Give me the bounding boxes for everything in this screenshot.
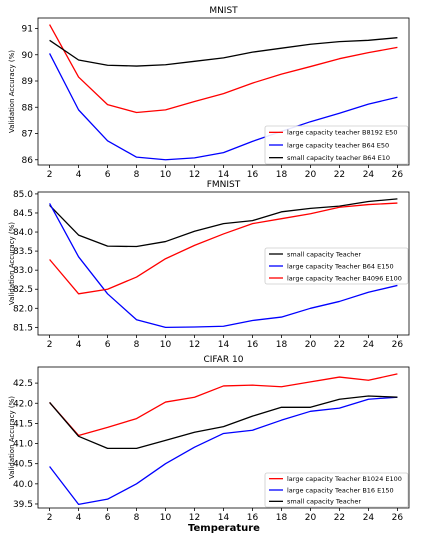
x-tick-label: 22 (334, 170, 345, 180)
series-line-0 (49, 373, 398, 437)
chart-title: FMNIST (207, 180, 241, 190)
x-tick-label: 2 (47, 340, 53, 350)
x-tick-label: 16 (247, 170, 259, 180)
x-tick-label: 14 (218, 170, 230, 180)
y-tick-label: 42.0 (13, 399, 33, 409)
series-line-0 (49, 24, 398, 114)
y-tick-label: 91 (22, 25, 33, 35)
y-tick-label: 39.5 (13, 500, 33, 510)
x-tick-label: 24 (363, 170, 375, 180)
x-tick-label: 6 (105, 513, 111, 523)
x-tick-label: 24 (363, 513, 375, 523)
x-tick-label: 18 (276, 513, 288, 523)
legend: large capacity Teacher B1024 E100 large c… (264, 472, 409, 508)
legend: small capacity Teacher large capacity Tea… (264, 247, 409, 285)
series-line-2 (49, 37, 398, 67)
y-tick-label: 88 (22, 103, 34, 113)
x-tick-label: 10 (160, 170, 172, 180)
x-tick-label: 6 (105, 340, 111, 350)
legend-label: large capacity Teacher B16 E150 (287, 486, 394, 494)
legend-label: small capacity teacher B64 E10 (287, 154, 390, 162)
x-tick-label: 14 (218, 340, 230, 350)
x-tick-label: 26 (392, 340, 404, 350)
legend-label: large capacity Teacher B64 E150 (287, 262, 394, 270)
y-tick-label: 41.0 (13, 440, 33, 450)
x-tick-label: 10 (160, 340, 172, 350)
series-line-2 (49, 395, 398, 450)
x-tick-label: 4 (76, 340, 82, 350)
y-tick-label: 85.0 (13, 190, 33, 200)
x-tick-label: 2 (47, 170, 53, 180)
series-line-1 (49, 396, 398, 506)
legend-box (264, 472, 409, 508)
legend-label: large capacity Teacher B1024 E100 (287, 475, 402, 483)
y-tick-label: 90 (22, 51, 34, 61)
legend-label: large capacity Teacher B4096 E100 (287, 274, 402, 282)
x-tick-label: 20 (305, 170, 317, 180)
x-tick-label: 16 (247, 340, 259, 350)
x-tick-label: 26 (392, 513, 404, 523)
legend-box (264, 125, 409, 165)
x-tick-label: 8 (134, 513, 140, 523)
series-line-0 (49, 198, 398, 248)
y-tick-label: 86 (22, 156, 34, 166)
x-tick-label: 12 (189, 340, 200, 350)
x-tick-label: 18 (276, 340, 288, 350)
y-tick-label: 82.5 (13, 285, 33, 295)
x-tick-label: 12 (189, 170, 200, 180)
x-tick-label: 22 (334, 513, 345, 523)
y-tick-label: 83.5 (13, 247, 33, 257)
x-tick-label: 8 (134, 340, 140, 350)
series-line-2 (49, 202, 398, 295)
y-tick-label: 84.5 (13, 209, 33, 219)
series-line-1 (49, 53, 398, 161)
x-axis-label: Temperature (188, 523, 260, 534)
y-tick-label: 42.5 (13, 379, 33, 389)
x-tick-label: 26 (392, 170, 404, 180)
y-tick-label: 81.5 (13, 323, 33, 333)
y-tick-label: 41.5 (13, 419, 33, 429)
x-tick-label: 18 (276, 170, 288, 180)
x-tick-label: 2 (47, 513, 53, 523)
y-axis-label: Validation Accuracy (%) (8, 50, 16, 133)
x-tick-label: 8 (134, 170, 140, 180)
x-tick-label: 12 (189, 513, 200, 523)
y-tick-label: 84.0 (13, 228, 33, 238)
x-tick-label: 24 (363, 340, 375, 350)
legend-box (264, 247, 409, 285)
legend-label: small capacity Teacher (287, 250, 361, 258)
y-axis-label: Validation Accuracy (%) (8, 222, 16, 305)
y-tick-label: 82.0 (13, 304, 33, 314)
chart-title: MNIST (209, 6, 238, 16)
x-tick-label: 20 (305, 340, 317, 350)
x-tick-label: 16 (247, 513, 259, 523)
x-tick-label: 10 (160, 513, 172, 523)
legend-label: small capacity Teacher (287, 498, 361, 506)
chart-title: CIFAR 10 (203, 355, 243, 365)
y-tick-label: 40.0 (13, 480, 33, 490)
y-tick-label: 87 (22, 130, 33, 140)
legend: large capacity teacher B8192 E50 large ca… (264, 125, 409, 165)
y-tick-label: 89 (22, 77, 34, 87)
x-tick-label: 22 (334, 340, 345, 350)
legend-label: large capacity teacher B8192 E50 (287, 129, 397, 137)
x-tick-label: 20 (305, 513, 317, 523)
y-tick-label: 83.0 (13, 266, 33, 276)
legend-label: large capacity teacher B64 E50 (287, 141, 389, 149)
x-tick-label: 4 (76, 513, 82, 523)
x-tick-label: 14 (218, 513, 230, 523)
y-axis-label: Validation Accuracy (%) (8, 396, 16, 479)
y-tick-label: 40.5 (13, 460, 33, 470)
series-line-1 (49, 203, 398, 329)
x-tick-label: 6 (105, 170, 111, 180)
x-tick-label: 4 (76, 170, 82, 180)
